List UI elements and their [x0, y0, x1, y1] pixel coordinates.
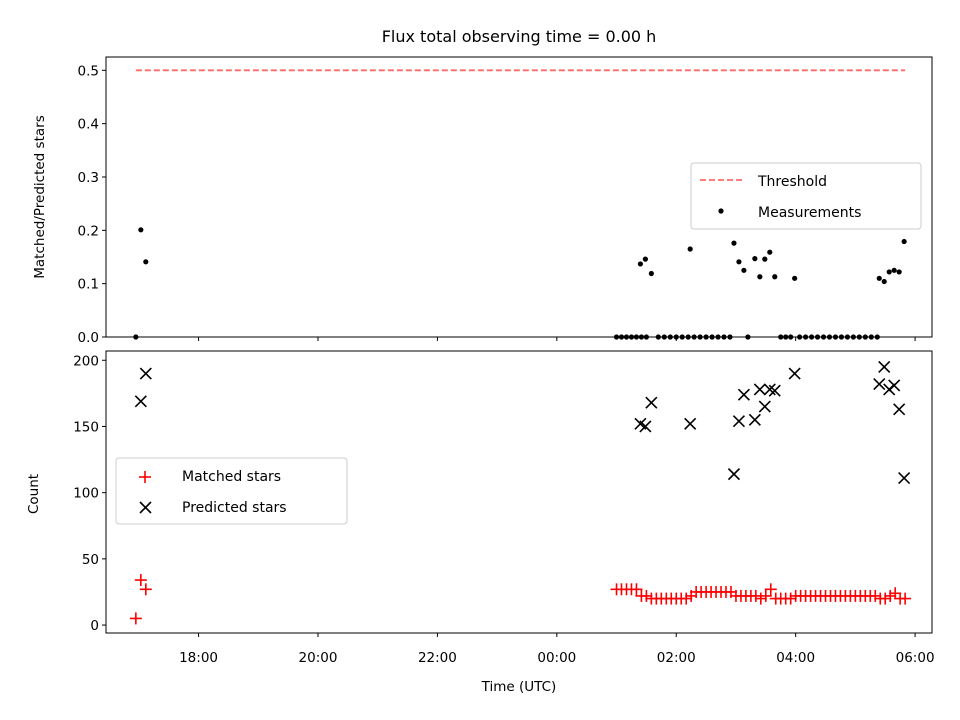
predicted-stars-point	[893, 403, 906, 416]
count-panel: 0 50 100 150 200 18:00 20:00 22:00 00:00 02:00 04:…	[26, 350, 935, 695]
matched-stars-point	[884, 589, 897, 602]
predicted-stars-point	[788, 367, 801, 380]
predicted-stars-point	[768, 384, 781, 397]
measurement-point	[752, 256, 758, 262]
predicted-stars-point	[727, 468, 741, 481]
x-tick-label: 00:00	[537, 650, 576, 666]
predicted-stars-point	[898, 472, 911, 485]
matched-stars-point	[879, 592, 892, 605]
matched-stars-point	[754, 592, 767, 605]
predicted-stars-point	[645, 396, 658, 409]
predicted-stars-point	[134, 395, 147, 408]
legend-predicted-label: Predicted stars	[182, 500, 287, 516]
matched-stars-point	[889, 587, 902, 600]
x-tick-label: 02:00	[657, 650, 696, 666]
ratio-axes-frame	[105, 56, 933, 338]
count-y-tick-label: 0	[90, 618, 99, 634]
measurement-point	[736, 259, 742, 265]
predicted-stars-point	[748, 413, 761, 426]
measurement-point	[772, 274, 778, 280]
predicted-stars-point	[732, 415, 746, 428]
x-tick-label: 06:00	[896, 650, 935, 666]
ratio-y-tick-label: 0.2	[78, 223, 99, 239]
ratio-y-tick-label: 0.0	[78, 330, 99, 346]
measurement-point	[731, 240, 737, 246]
count-y-tick-label: 50	[82, 552, 99, 568]
matched-stars-point	[764, 583, 777, 596]
ratio-y-tick-label: 0.1	[78, 277, 99, 293]
x-tick-label: 04:00	[776, 650, 815, 666]
count-y-tick-label: 100	[73, 486, 99, 502]
measurement-point	[876, 275, 882, 281]
measurement-point	[687, 246, 693, 252]
count-axes-frame	[105, 350, 933, 634]
measurement-point	[762, 256, 768, 262]
predicted-stars-point	[684, 417, 697, 430]
measurement-point	[901, 238, 907, 245]
x-tick-label: 18:00	[179, 650, 218, 666]
predicted-stars-point	[639, 420, 652, 433]
legend-matched-swatch	[139, 471, 151, 483]
ratio-y-tick-label: 0.4	[78, 117, 99, 133]
legend-measurements-label: Measurements	[758, 205, 861, 221]
measurement-point	[143, 259, 149, 265]
ratio-y-axis-label: Matched/Predicted stars	[32, 115, 48, 278]
ratio-legend: Threshold Measurements	[690, 162, 922, 230]
matched-stars-point	[640, 589, 653, 602]
matched-stars-point	[129, 612, 142, 625]
measurement-point	[648, 270, 654, 277]
measurement-point	[741, 267, 747, 273]
measurement-point	[637, 261, 644, 267]
measurement-point	[757, 274, 763, 280]
matched-stars-point	[139, 583, 152, 596]
x-tick-label: 20:00	[299, 650, 338, 666]
measurement-point	[886, 269, 892, 275]
measurement-point	[792, 275, 798, 281]
matched-stars-point	[869, 589, 882, 602]
predicted-stars-point	[873, 378, 886, 391]
predicted-stars-point	[753, 383, 766, 396]
measurement-point	[891, 267, 897, 273]
x-axis-label: Time (UTC)	[481, 679, 557, 695]
matched-stars-point	[759, 589, 772, 602]
predicted-stars-point	[758, 400, 771, 413]
legend-matched-label: Matched stars	[182, 469, 281, 485]
count-legend-box	[115, 457, 348, 525]
measurement-point	[896, 269, 902, 275]
matched-stars-point	[899, 592, 912, 605]
count-legend: Matched stars Predicted stars	[115, 457, 348, 525]
predicted-stars-point	[888, 379, 901, 392]
chart-title: Flux total observing time = 0.00 h	[382, 27, 657, 46]
ratio-y-tick-label: 0.5	[78, 63, 99, 79]
matched-stars-point	[630, 583, 643, 596]
count-y-axis-label: Count	[26, 474, 42, 514]
predicted-stars-point	[139, 367, 152, 380]
ratio-panel: 0.0 0.1 0.2 0.3 0.4 0.5 Matched/Predicted sta…	[32, 56, 933, 346]
count-y-tick-label: 200	[73, 353, 99, 369]
legend-predicted-swatch	[139, 501, 152, 514]
measurement-point	[767, 249, 773, 255]
measurement-point	[642, 256, 648, 262]
predicted-stars-point	[878, 360, 891, 373]
measurement-point	[138, 227, 144, 233]
matched-stars-point	[134, 574, 147, 587]
x-tick-label: 22:00	[418, 650, 457, 666]
count-y-tick-label: 150	[73, 419, 99, 435]
legend-threshold-label: Threshold	[757, 174, 827, 190]
legend-measurements-swatch	[718, 208, 724, 214]
measurement-point	[881, 278, 887, 285]
ratio-legend-box	[690, 162, 922, 230]
predicted-stars-point	[737, 388, 750, 401]
matched-stars-point	[784, 592, 797, 605]
ratio-y-tick-label: 0.3	[78, 170, 99, 186]
matched-stars-point	[680, 592, 693, 605]
